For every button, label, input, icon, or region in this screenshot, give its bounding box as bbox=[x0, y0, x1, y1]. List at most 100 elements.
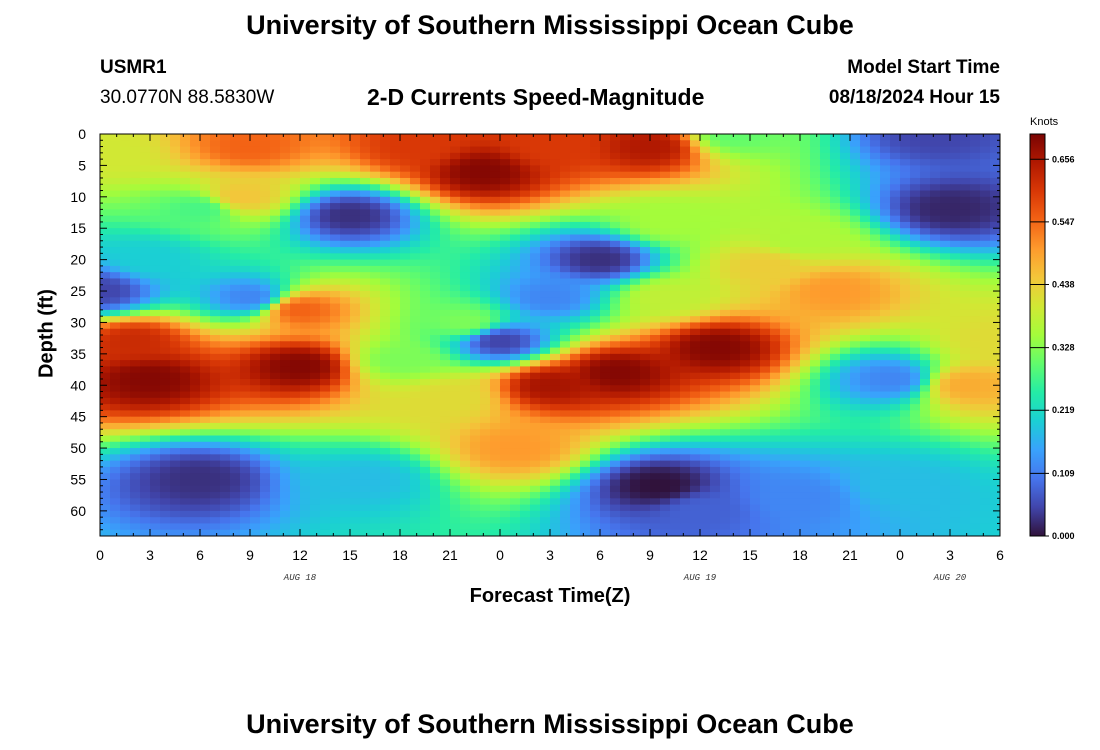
heatmap-cell bbox=[360, 303, 371, 311]
heatmap-cell bbox=[400, 422, 411, 430]
heatmap-cell bbox=[100, 460, 111, 468]
heatmap-cell bbox=[610, 435, 621, 443]
heatmap-cell bbox=[440, 297, 451, 305]
heatmap-cell bbox=[110, 177, 121, 185]
heatmap-cell bbox=[410, 253, 421, 261]
heatmap-cell bbox=[110, 253, 121, 261]
heatmap-cell bbox=[930, 410, 941, 418]
heatmap-cell bbox=[770, 309, 781, 317]
heatmap-cell bbox=[170, 366, 181, 374]
heatmap-cell bbox=[470, 265, 481, 273]
heatmap-cell bbox=[340, 184, 351, 192]
heatmap-cell bbox=[790, 284, 801, 292]
heatmap-cell bbox=[410, 441, 421, 449]
heatmap-cell bbox=[500, 473, 511, 481]
heatmap-cell bbox=[670, 297, 681, 305]
heatmap-cell bbox=[310, 171, 321, 179]
heatmap-cell bbox=[630, 159, 641, 167]
heatmap-cell bbox=[510, 466, 521, 474]
heatmap-cell bbox=[360, 353, 371, 361]
heatmap-cell bbox=[980, 335, 991, 342]
heatmap-cell bbox=[380, 341, 391, 349]
heatmap-cell bbox=[740, 165, 751, 173]
heatmap-cell bbox=[270, 473, 281, 481]
heatmap-cell bbox=[590, 303, 601, 311]
heatmap-cell bbox=[550, 378, 561, 386]
heatmap-cell bbox=[500, 203, 511, 210]
heatmap-cell bbox=[130, 146, 141, 154]
heatmap-cell bbox=[820, 309, 831, 317]
heatmap-cell bbox=[410, 429, 421, 437]
heatmap-cell bbox=[780, 234, 791, 242]
heatmap-cell bbox=[220, 196, 231, 204]
heatmap-cell bbox=[310, 234, 321, 242]
heatmap-cell bbox=[530, 196, 541, 204]
heatmap-cell bbox=[610, 234, 621, 242]
heatmap-cell bbox=[440, 184, 451, 192]
heatmap-cell bbox=[670, 353, 681, 361]
heatmap-cell bbox=[970, 291, 981, 298]
heatmap-cell bbox=[400, 190, 411, 198]
heatmap-cell bbox=[700, 372, 711, 380]
heatmap-cell bbox=[250, 466, 261, 474]
heatmap-cell bbox=[360, 410, 371, 418]
heatmap-cell bbox=[190, 284, 201, 292]
heatmap-cell bbox=[530, 335, 541, 342]
heatmap-cell bbox=[640, 228, 651, 236]
heatmap-cell bbox=[450, 165, 461, 173]
heatmap-cell bbox=[300, 335, 311, 342]
heatmap-cell bbox=[630, 247, 641, 254]
heatmap-cell bbox=[750, 228, 761, 236]
heatmap-cell bbox=[570, 473, 581, 481]
heatmap-cell bbox=[700, 278, 711, 286]
heatmap-cell bbox=[600, 429, 611, 437]
heatmap-cell bbox=[170, 177, 181, 185]
heatmap-cell bbox=[520, 353, 531, 361]
heatmap-cell bbox=[910, 221, 921, 229]
heatmap-cell bbox=[730, 347, 741, 355]
heatmap-cell bbox=[330, 360, 341, 368]
heatmap-cell bbox=[690, 460, 701, 468]
heatmap-cell bbox=[610, 209, 621, 217]
heatmap-cell bbox=[530, 240, 541, 248]
heatmap-cell bbox=[100, 322, 111, 330]
heatmap-cell bbox=[490, 378, 501, 386]
heatmap-cell bbox=[200, 259, 211, 267]
heatmap-cell bbox=[970, 196, 981, 204]
heatmap-cell bbox=[850, 253, 861, 261]
heatmap-cell bbox=[760, 209, 771, 217]
heatmap-cell bbox=[700, 385, 711, 393]
heatmap-cell bbox=[100, 335, 111, 342]
heatmap-cell bbox=[690, 177, 701, 185]
heatmap-cell bbox=[810, 159, 821, 167]
heatmap-cell bbox=[100, 416, 111, 424]
heatmap-cell bbox=[520, 341, 531, 349]
heatmap-cell bbox=[740, 404, 751, 411]
heatmap-cell bbox=[500, 347, 511, 355]
heatmap-cell bbox=[710, 347, 721, 355]
heatmap-cell bbox=[620, 297, 631, 305]
heatmap-cell bbox=[920, 410, 931, 418]
heatmap-cell bbox=[190, 416, 201, 424]
heatmap-cell bbox=[130, 473, 141, 481]
heatmap-cell bbox=[540, 353, 551, 361]
heatmap-cell bbox=[410, 385, 421, 393]
heatmap-cell bbox=[810, 347, 821, 355]
heatmap-cell bbox=[810, 247, 821, 254]
heatmap-cell bbox=[170, 416, 181, 424]
heatmap-cell bbox=[610, 259, 621, 267]
heatmap-cell bbox=[340, 322, 351, 330]
heatmap-cell bbox=[710, 240, 721, 248]
heatmap-cell bbox=[860, 291, 871, 298]
heatmap-cell bbox=[350, 146, 361, 154]
heatmap-cell bbox=[120, 228, 131, 236]
heatmap-cell bbox=[870, 397, 881, 405]
heatmap-cell bbox=[100, 165, 111, 173]
heatmap-cell bbox=[660, 190, 671, 198]
heatmap-cell bbox=[250, 397, 261, 405]
heatmap-cell bbox=[340, 366, 351, 374]
heatmap-cell bbox=[450, 140, 461, 148]
heatmap-cell bbox=[590, 171, 601, 179]
heatmap-cell bbox=[610, 366, 621, 374]
heatmap-cell bbox=[790, 473, 801, 481]
